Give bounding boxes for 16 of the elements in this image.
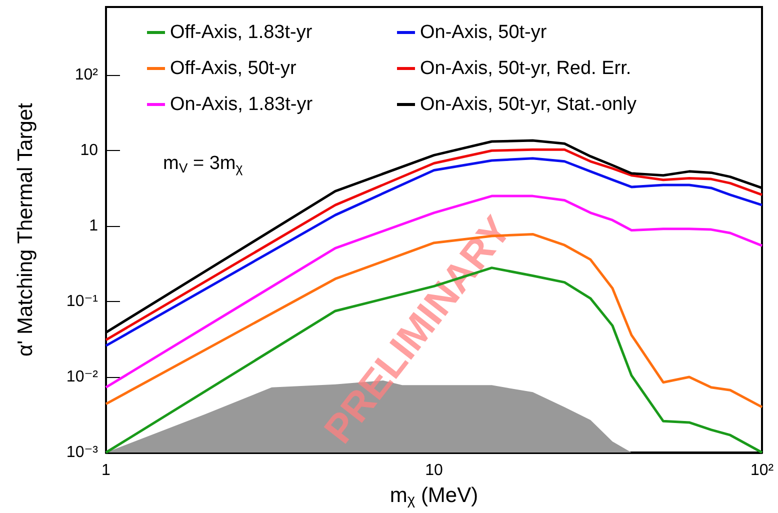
y-tick-label: 10	[80, 142, 98, 160]
legend-label: Off-Axis, 1.83t-yr	[170, 22, 313, 43]
legend-label: On-Axis, 50t-yr, Stat.-only	[420, 94, 637, 115]
legend-label: On-Axis, 50t-yr	[420, 22, 548, 43]
y-axis-title: α' Matching Thermal Target	[14, 102, 37, 356]
x-tick-label: 10	[425, 462, 443, 479]
legend-label: On-Axis, 1.83t-yr	[170, 94, 314, 115]
y-tick-label: 1	[89, 218, 98, 235]
x-tick-label: 1	[102, 462, 111, 479]
legend-label: On-Axis, 50t-yr, Red. Err.	[420, 58, 632, 79]
x-tick-label: 10²	[750, 462, 774, 479]
y-tick-label: 10⁻³	[66, 444, 99, 461]
y-tick-label: 10⁻²	[66, 368, 99, 386]
legend-label: Off-Axis, 50t-yr	[170, 58, 298, 79]
y-tick-label: 10⁻¹	[66, 293, 98, 310]
y-tick-label: 10²	[74, 66, 99, 84]
